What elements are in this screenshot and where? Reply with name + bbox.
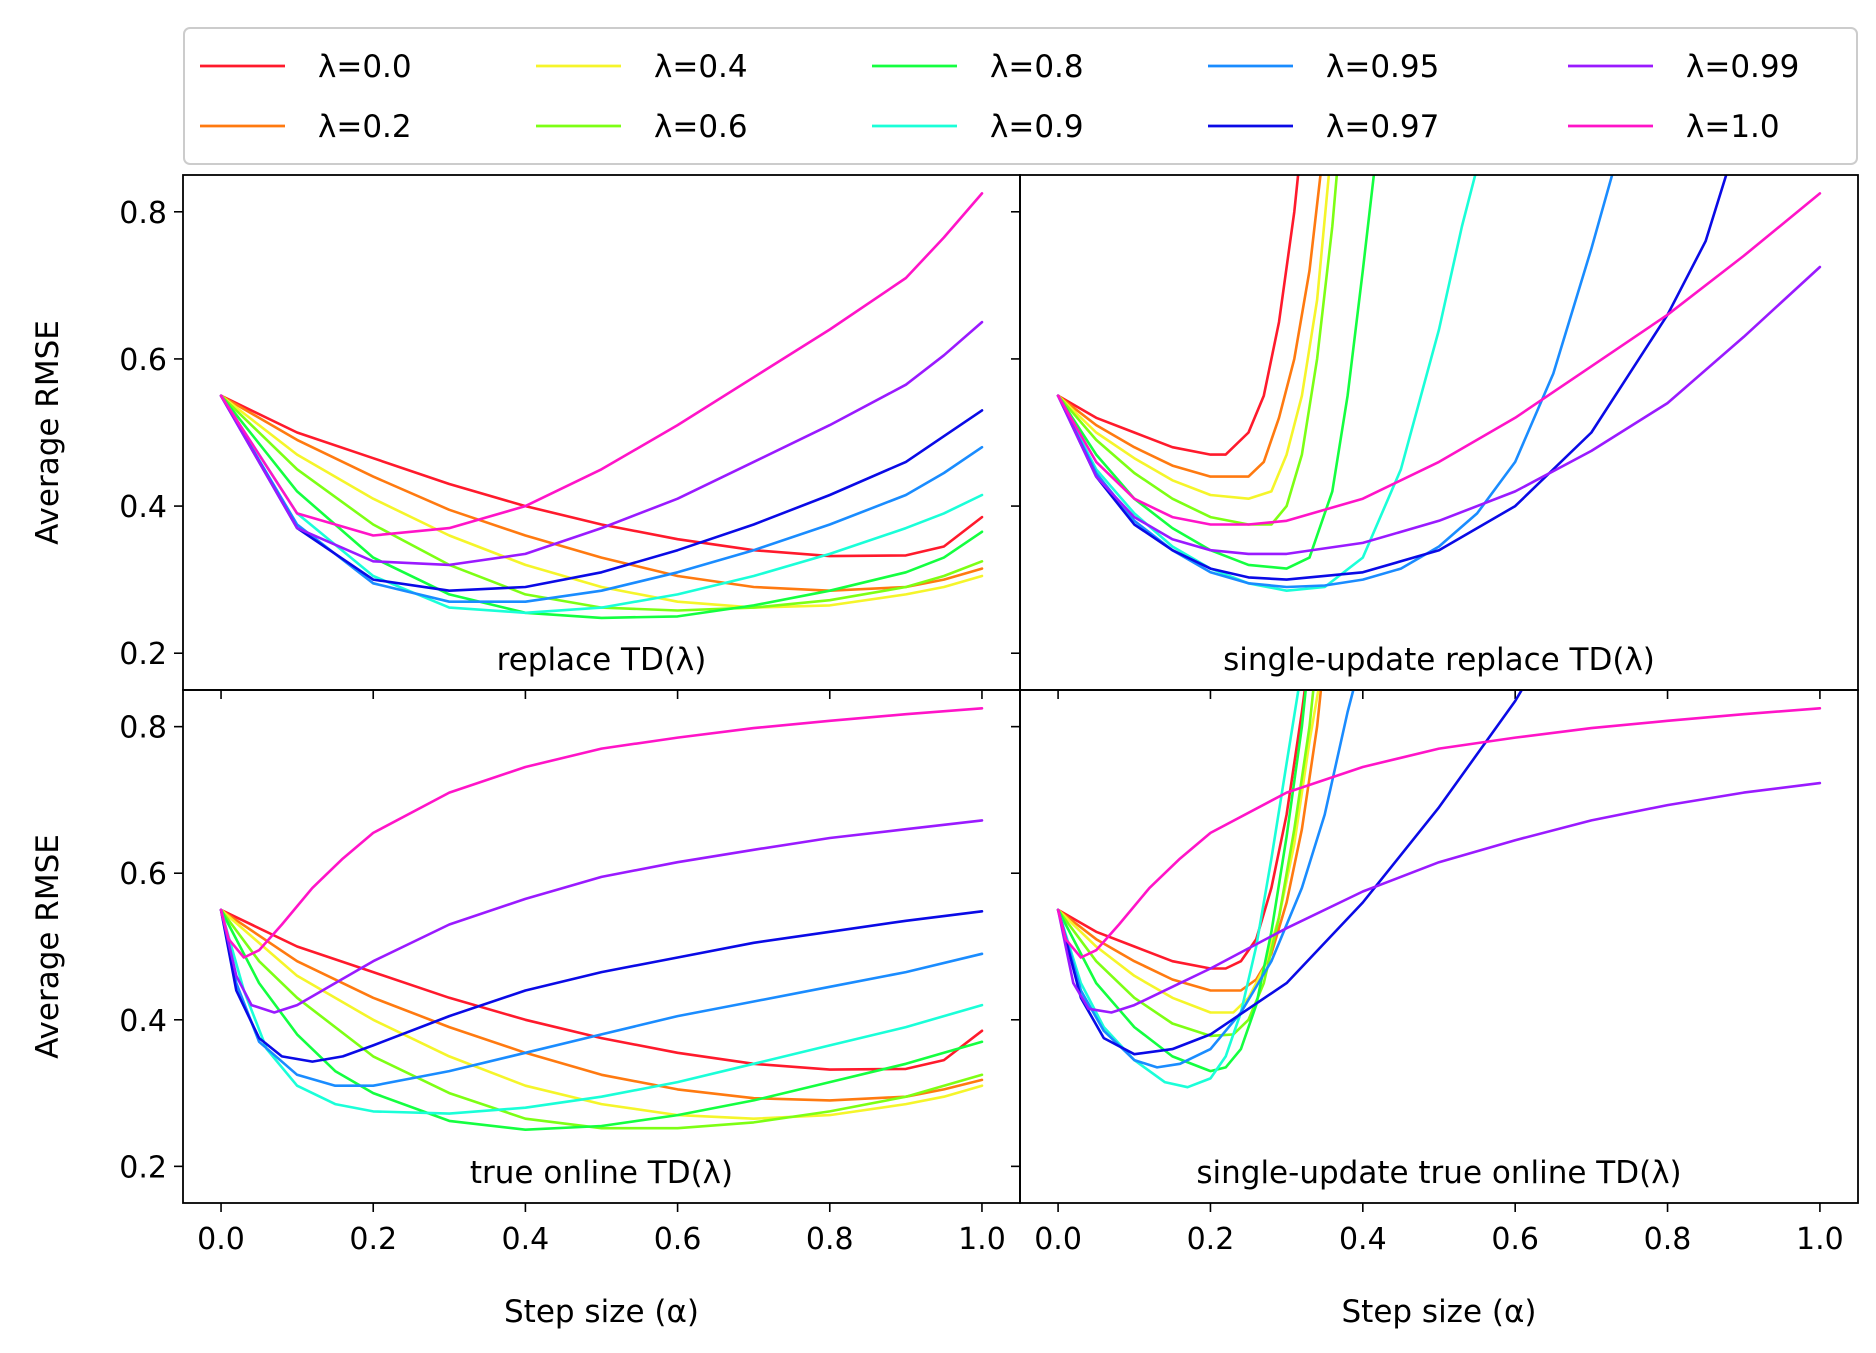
series-line-0-0 xyxy=(219,394,984,558)
panel-title: replace TD(λ) xyxy=(497,642,707,678)
series-line-0-95 xyxy=(1056,690,1355,1069)
panel-title: true online TD(λ) xyxy=(470,1155,733,1191)
series-group xyxy=(1056,690,1822,1089)
series-line-0-99 xyxy=(1056,781,1822,1014)
series-line-0-9 xyxy=(1056,690,1300,1089)
series-line-0-9 xyxy=(219,394,984,615)
x-tick-label: 0.0 xyxy=(197,1222,245,1257)
series-line-0-4 xyxy=(1056,690,1320,1014)
series-line-0-99 xyxy=(219,819,984,1014)
series-line-0-2 xyxy=(1056,175,1322,478)
legend-label: λ=0.4 xyxy=(654,49,748,85)
x-tick-label: 0.6 xyxy=(1491,1222,1539,1257)
series-line-0-99 xyxy=(219,320,984,567)
series-line-0-95 xyxy=(219,394,984,604)
series-line-0-8 xyxy=(219,908,984,1131)
legend-item-0-8: λ=0.8 xyxy=(872,49,1084,85)
x-tick-label: 0.8 xyxy=(806,1222,854,1257)
series-line-0-0 xyxy=(1056,175,1300,456)
series-line-0-4 xyxy=(1056,175,1331,501)
y-axis-label: Average RMSE xyxy=(30,834,66,1059)
legend-label: λ=0.0 xyxy=(318,49,412,85)
x-tick-label: 0.0 xyxy=(1034,1222,1082,1257)
series-line-0-6 xyxy=(219,908,984,1130)
legend-label: λ=0.6 xyxy=(654,109,748,145)
x-tick-label: 0.4 xyxy=(502,1222,550,1257)
series-line-0-8 xyxy=(1056,690,1308,1073)
y-tick-label: 0.2 xyxy=(119,637,167,672)
y-tick-label: 0.8 xyxy=(119,711,167,746)
series-group xyxy=(219,706,984,1131)
series-line-0-97 xyxy=(1056,175,1728,581)
x-tick-label: 0.6 xyxy=(654,1222,702,1257)
legend-item-0-95: λ=0.95 xyxy=(1208,49,1439,85)
legend-label: λ=0.8 xyxy=(990,49,1084,85)
legend-item-0-9: λ=0.9 xyxy=(872,109,1084,145)
panel-replace-td: 0.2 0.4 0.6 0.8 replace TD(λ) Average RMSE xyxy=(30,174,1021,699)
legend-label: λ=0.97 xyxy=(1326,109,1439,145)
legend-frame xyxy=(183,27,1858,165)
x-axis-label: Step size (α) xyxy=(1341,1294,1536,1330)
y-tick-label: 0.6 xyxy=(119,343,167,378)
series-line-0-8 xyxy=(219,394,984,620)
legend: λ=0.0 λ=0.2 λ=0.4 λ=0.6 λ=0.8 λ=0.9 λ=0.95 λ=0.… xyxy=(183,27,1858,165)
legend-label: λ=0.2 xyxy=(318,109,412,145)
series-line-0-97 xyxy=(219,908,984,1063)
series-line-0-6 xyxy=(219,394,984,612)
legend-label: λ=0.99 xyxy=(1686,49,1799,85)
x-tick-label: 0.2 xyxy=(1187,1222,1235,1257)
y-tick-label: 0.4 xyxy=(119,1004,167,1039)
legend-label: λ=0.95 xyxy=(1326,49,1439,85)
series-line-0-8 xyxy=(1056,175,1376,570)
series-line-1-0 xyxy=(1056,706,1822,959)
axes-frame xyxy=(182,174,1021,691)
series-line-0-9 xyxy=(219,908,984,1115)
legend-item-0-4: λ=0.4 xyxy=(536,49,748,85)
x-axis-label: Step size (α) xyxy=(504,1294,699,1330)
y-tick-label: 0.8 xyxy=(119,196,167,231)
x-tick-label: 0.8 xyxy=(1644,1222,1692,1257)
series-line-0-4 xyxy=(219,908,984,1120)
series-line-0-4 xyxy=(219,394,984,609)
legend-item-0-0: λ=0.0 xyxy=(200,49,412,85)
series-line-0-6 xyxy=(1056,690,1315,1038)
panel-true-online-td: 0.2 0.4 0.6 0.8 0.0 0.2 0.4 0.6 0.8 1.0 true onlin… xyxy=(30,689,1021,1330)
legend-item-0-2: λ=0.2 xyxy=(200,109,412,145)
panel-single-update-replace-td: single-update replace TD(λ) xyxy=(1011,174,1859,699)
axes-frame xyxy=(1019,689,1859,1204)
legend-item-0-97: λ=0.97 xyxy=(1208,109,1439,145)
series-line-1-0 xyxy=(219,192,984,537)
series-line-0-95 xyxy=(1056,175,1614,589)
legend-item-1-0: λ=1.0 xyxy=(1568,109,1780,145)
series-line-0-2 xyxy=(219,394,984,593)
legend-label: λ=0.9 xyxy=(990,109,1084,145)
x-tick-label: 1.0 xyxy=(958,1222,1006,1257)
series-line-0-0 xyxy=(219,908,984,1071)
panel-title: single-update replace TD(λ) xyxy=(1223,642,1655,678)
x-tick-label: 0.4 xyxy=(1339,1222,1387,1257)
y-axis-label: Average RMSE xyxy=(30,320,66,545)
legend-label: λ=1.0 xyxy=(1686,109,1780,145)
series-line-0-0 xyxy=(1056,690,1307,970)
y-tick-label: 0.6 xyxy=(119,857,167,892)
legend-item-0-6: λ=0.6 xyxy=(536,109,748,145)
x-tick-label: 1.0 xyxy=(1796,1222,1844,1257)
legend-item-0-99: λ=0.99 xyxy=(1568,49,1799,85)
series-line-0-97 xyxy=(219,394,984,593)
panel-single-update-true-online-td: 0.0 0.2 0.4 0.6 0.8 1.0 single-update true onl… xyxy=(1011,689,1859,1330)
x-tick-label: 0.2 xyxy=(349,1222,397,1257)
series-line-1-0 xyxy=(219,706,984,959)
series-group xyxy=(219,192,984,620)
y-tick-label: 0.2 xyxy=(119,1150,167,1185)
series-line-0-97 xyxy=(1056,690,1524,1056)
series-line-1-0 xyxy=(1056,192,1822,526)
series-line-0-95 xyxy=(219,908,984,1087)
series-line-0-9 xyxy=(1056,175,1477,593)
series-line-0-99 xyxy=(1056,265,1822,556)
series-group xyxy=(1056,175,1822,593)
y-tick-label: 0.4 xyxy=(119,490,167,525)
panel-title: single-update true online TD(λ) xyxy=(1196,1155,1681,1191)
axes-frame xyxy=(1019,174,1859,691)
